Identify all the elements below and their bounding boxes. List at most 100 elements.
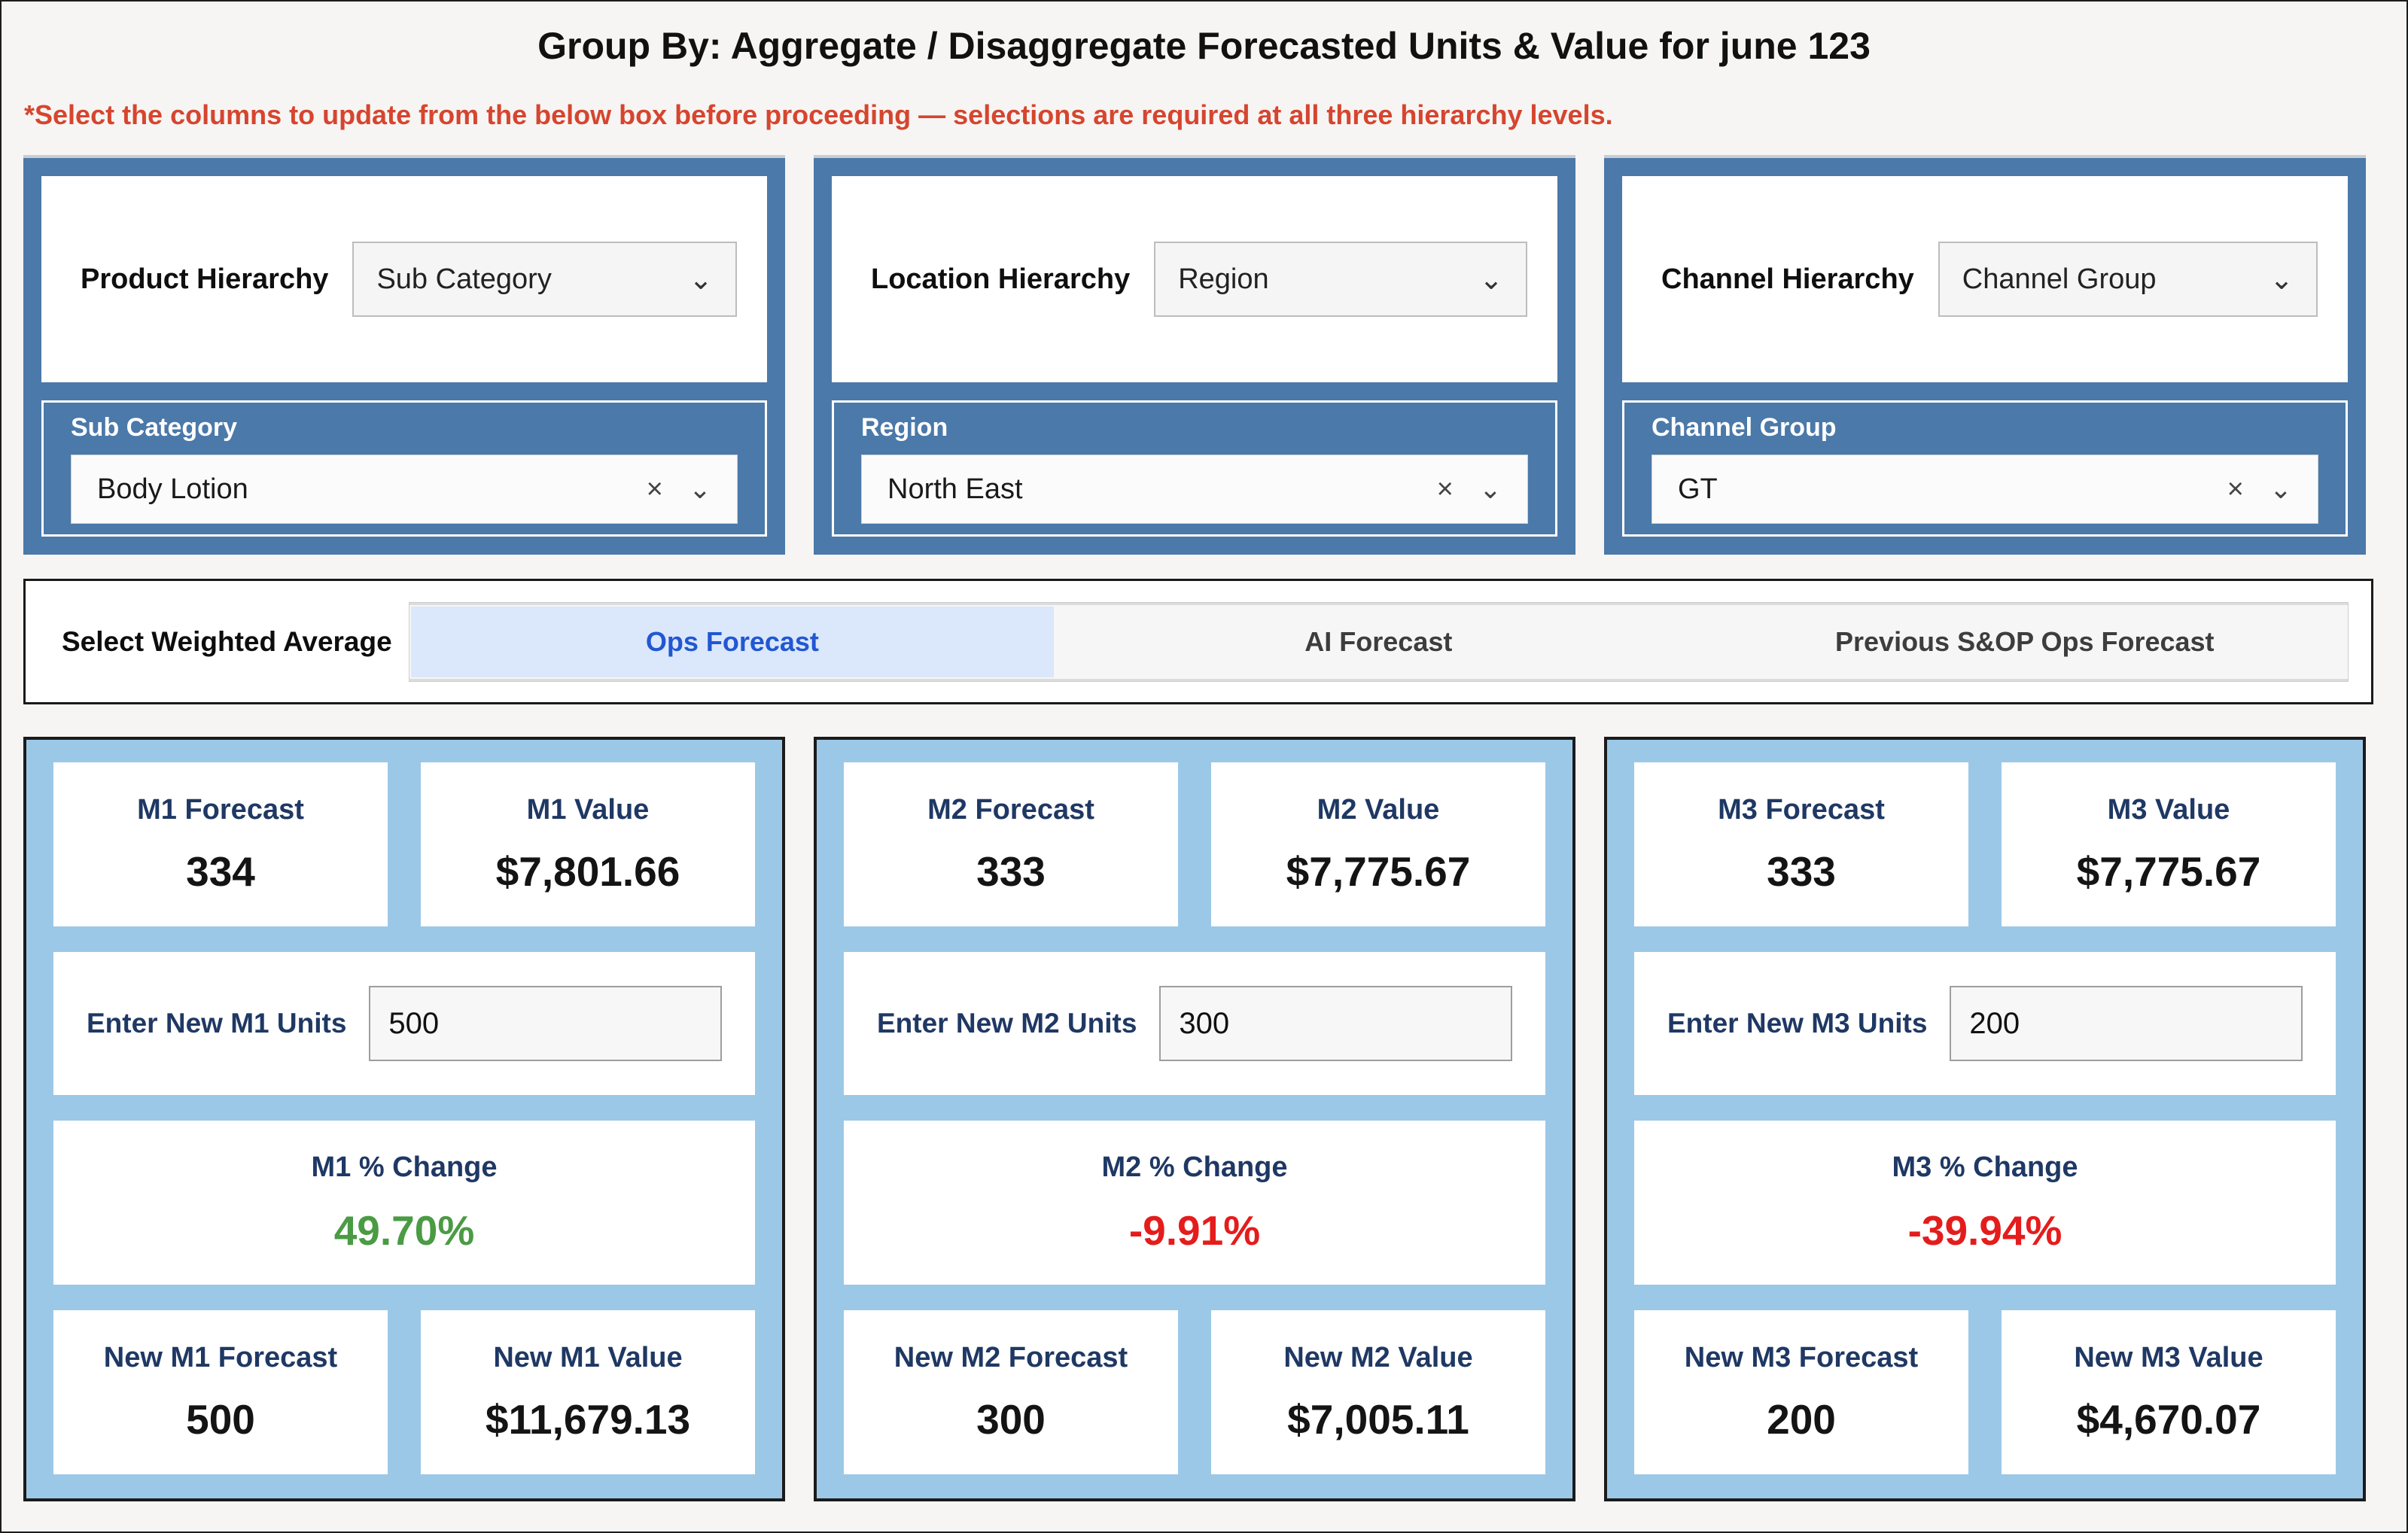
m3-forecast-card: M3 Forecast 333 — [1634, 762, 1968, 926]
chevron-down-icon[interactable]: ⌄ — [2269, 263, 2294, 296]
m2-top-stats: M2 Forecast 333 M2 Value $7,775.67 — [844, 762, 1545, 926]
m1-forecast-value: 334 — [186, 847, 255, 895]
new-m1-value-card: New M1 Value $11,679.13 — [421, 1310, 755, 1474]
channel-group-label: Channel Group — [1652, 413, 1837, 442]
channel-hierarchy-card: Channel Hierarchy Channel Group ⌄ — [1622, 176, 2348, 382]
new-m3-forecast-card: New M3 Forecast 200 — [1634, 1310, 1968, 1474]
location-hierarchy-panel: Location Hierarchy Region ⌄ Region North… — [814, 158, 1575, 555]
new-m1-forecast-card: New M1 Forecast 500 — [53, 1310, 388, 1474]
m1-units-input-label: Enter New M1 Units — [87, 1008, 347, 1039]
m2-value-card: M2 Value $7,775.67 — [1211, 762, 1545, 926]
m2-forecast-label: M2 Forecast — [927, 793, 1094, 826]
sub-category-select[interactable]: Body Lotion × ⌄ — [71, 455, 738, 524]
weighted-average-label: Select Weighted Average — [62, 625, 392, 657]
region-panel: Region North East × ⌄ — [832, 400, 1557, 537]
m1-bottom-stats: New M1 Forecast 500 New M1 Value $11,679… — [53, 1310, 755, 1474]
m1-change-label: M1 % Change — [311, 1151, 498, 1183]
m1-change-card: M1 % Change 49.70% — [53, 1121, 755, 1285]
location-hierarchy-selected-value: Region — [1178, 263, 1269, 295]
m1-value-label: M1 Value — [526, 793, 650, 826]
weighted-average-segmented-control: Ops Forecast AI Forecast Previous S&OP O… — [408, 601, 2349, 682]
new-m2-value-label: New M2 Value — [1283, 1341, 1473, 1373]
m2-value-value: $7,775.67 — [1286, 847, 1471, 895]
new-m3-value-value: $4,670.07 — [2076, 1395, 2261, 1443]
m3-change-value: -39.94% — [1907, 1206, 2062, 1254]
m2-change-value: -9.91% — [1128, 1206, 1261, 1254]
m2-bottom-stats: New M2 Forecast 300 New M2 Value $7,005.… — [844, 1310, 1545, 1474]
m1-forecast-card: M1 Forecast 334 — [53, 762, 388, 926]
chevron-down-icon[interactable]: ⌄ — [1479, 263, 1503, 296]
selection-warning-text: *Select the columns to update from the b… — [24, 99, 1613, 130]
m2-units-input[interactable] — [1159, 986, 1512, 1061]
channel-hierarchy-select[interactable]: Channel Group ⌄ — [1938, 242, 2318, 317]
weighted-average-box: Select Weighted Average Ops Forecast AI … — [23, 579, 2373, 704]
m1-panel: M1 Forecast 334 M1 Value $7,801.66 Enter… — [23, 737, 785, 1501]
new-m2-forecast-value: 300 — [976, 1395, 1046, 1443]
m2-units-input-card: Enter New M2 Units — [844, 952, 1545, 1095]
new-m1-value-label: New M1 Value — [493, 1341, 683, 1373]
m1-value-value: $7,801.66 — [495, 847, 680, 895]
channel-hierarchy-panel: Channel Hierarchy Channel Group ⌄ Channe… — [1604, 158, 2366, 555]
new-m3-forecast-label: New M3 Forecast — [1684, 1341, 1919, 1373]
region-label: Region — [861, 413, 948, 442]
chevron-down-icon[interactable]: ⌄ — [689, 263, 713, 296]
m3-value-card: M3 Value $7,775.67 — [2002, 762, 2336, 926]
channel-group-select[interactable]: GT × ⌄ — [1652, 455, 2318, 524]
chevron-down-icon[interactable]: ⌄ — [688, 473, 711, 504]
m3-units-input-card: Enter New M3 Units — [1634, 952, 2336, 1095]
m3-bottom-stats: New M3 Forecast 200 New M3 Value $4,670.… — [1634, 1310, 2336, 1474]
month-panels-row: M1 Forecast 334 M1 Value $7,801.66 Enter… — [23, 737, 2406, 1501]
new-m2-forecast-label: New M2 Forecast — [893, 1341, 1128, 1373]
m1-top-stats: M1 Forecast 334 M1 Value $7,801.66 — [53, 762, 755, 926]
m3-units-input[interactable] — [1950, 986, 2303, 1061]
new-m1-value-value: $11,679.13 — [485, 1395, 691, 1443]
clear-icon[interactable]: × — [1436, 473, 1454, 505]
channel-group-selected-value: GT — [1678, 473, 1718, 505]
m3-forecast-value: 333 — [1767, 847, 1836, 895]
new-m1-forecast-label: New M1 Forecast — [103, 1341, 338, 1373]
new-m2-value-value: $7,005.11 — [1287, 1395, 1469, 1443]
m2-value-label: M2 Value — [1317, 793, 1440, 826]
product-hierarchy-select[interactable]: Sub Category ⌄ — [352, 242, 737, 317]
channel-hierarchy-selected-value: Channel Group — [1962, 263, 2157, 295]
channel-hierarchy-label: Channel Hierarchy — [1661, 263, 1914, 295]
m3-forecast-label: M3 Forecast — [1718, 793, 1885, 826]
m1-value-card: M1 Value $7,801.66 — [421, 762, 755, 926]
m1-units-input-card: Enter New M1 Units — [53, 952, 755, 1095]
sub-category-panel: Sub Category Body Lotion × ⌄ — [41, 400, 767, 537]
segment-ai-forecast[interactable]: AI Forecast — [1304, 625, 1453, 657]
m3-panel: M3 Forecast 333 M3 Value $7,775.67 Enter… — [1604, 737, 2366, 1501]
sub-category-selected-value: Body Lotion — [97, 473, 248, 505]
product-hierarchy-panel: Product Hierarchy Sub Category ⌄ Sub Cat… — [23, 158, 785, 555]
new-m2-forecast-card: New M2 Forecast 300 — [844, 1310, 1178, 1474]
m1-units-input[interactable] — [369, 986, 722, 1061]
chevron-down-icon[interactable]: ⌄ — [2269, 473, 2292, 504]
product-hierarchy-card: Product Hierarchy Sub Category ⌄ — [41, 176, 767, 382]
m2-change-card: M2 % Change -9.91% — [844, 1121, 1545, 1285]
sub-category-label: Sub Category — [71, 413, 238, 442]
m3-value-value: $7,775.67 — [2076, 847, 2261, 895]
new-m2-value-card: New M2 Value $7,005.11 — [1211, 1310, 1545, 1474]
location-hierarchy-label: Location Hierarchy — [871, 263, 1131, 295]
location-hierarchy-select[interactable]: Region ⌄ — [1154, 242, 1527, 317]
m3-value-label: M3 Value — [2107, 793, 2230, 826]
m1-change-value: 49.70% — [333, 1206, 475, 1254]
new-m1-forecast-value: 500 — [186, 1395, 255, 1443]
segment-ops-forecast[interactable]: Ops Forecast — [410, 606, 1055, 677]
page-title: Group By: Aggregate / Disaggregate Forec… — [537, 25, 1871, 67]
clear-icon[interactable]: × — [646, 473, 663, 505]
region-selected-value: North East — [887, 473, 1023, 505]
m2-panel: M2 Forecast 333 M2 Value $7,775.67 Enter… — [814, 737, 1575, 1501]
m3-change-label: M3 % Change — [1892, 1151, 2078, 1183]
location-hierarchy-card: Location Hierarchy Region ⌄ — [832, 176, 1557, 382]
region-select[interactable]: North East × ⌄ — [861, 455, 1528, 524]
m2-forecast-value: 333 — [976, 847, 1046, 895]
product-hierarchy-selected-value: Sub Category — [376, 263, 552, 295]
m1-forecast-label: M1 Forecast — [137, 793, 304, 826]
product-hierarchy-label: Product Hierarchy — [81, 263, 329, 295]
segment-previous-sop-ops-forecast[interactable]: Previous S&OP Ops Forecast — [1835, 625, 2215, 657]
clear-icon[interactable]: × — [2227, 473, 2244, 505]
chevron-down-icon[interactable]: ⌄ — [1478, 473, 1502, 504]
m2-forecast-card: M2 Forecast 333 — [844, 762, 1178, 926]
